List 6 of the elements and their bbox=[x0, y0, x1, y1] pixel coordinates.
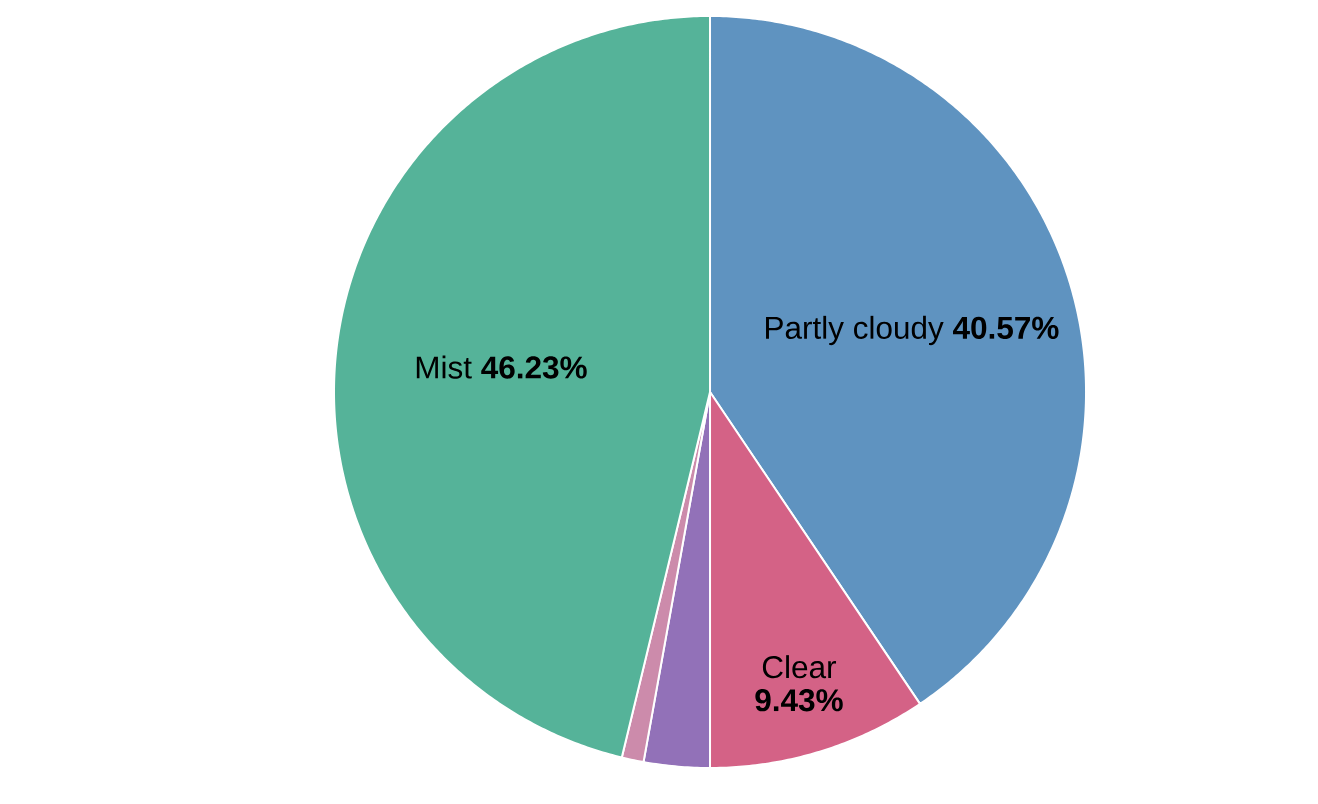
slice-label: Partly cloudy bbox=[766, 315, 944, 346]
slice-label: Clear bbox=[762, 655, 837, 679]
data-label: 9.43% bbox=[755, 689, 843, 712]
slice-label: Mist bbox=[416, 355, 472, 379]
data-label: 40.57% bbox=[953, 316, 1059, 339]
data-label: 46.23% bbox=[481, 356, 587, 379]
